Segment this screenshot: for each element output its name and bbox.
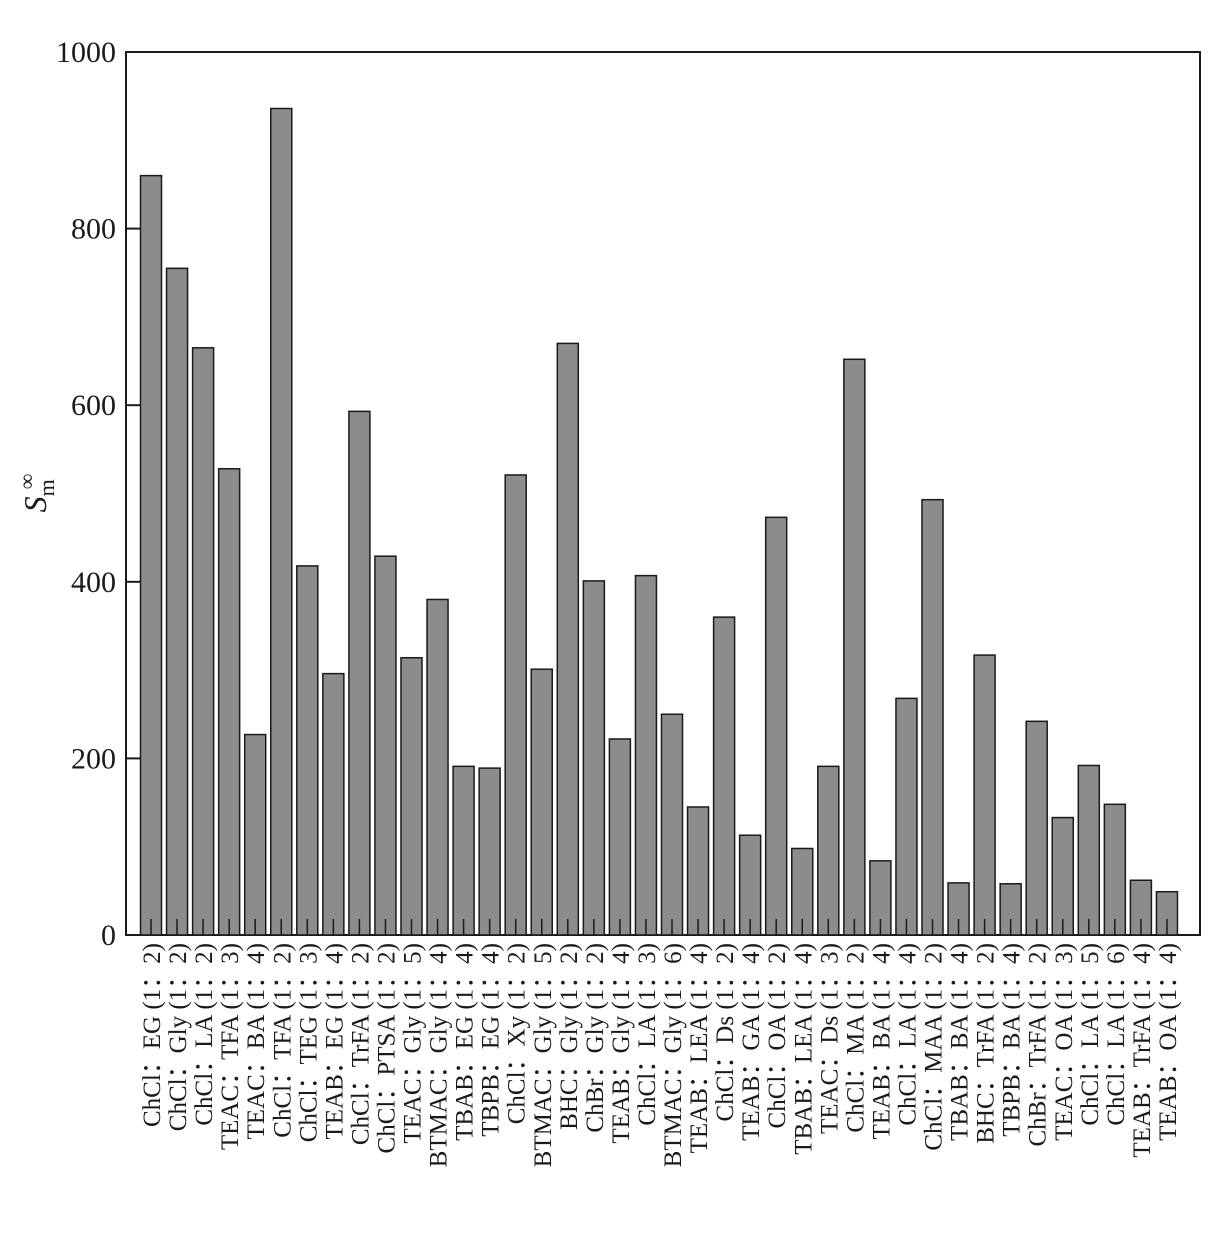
x-category-label-13: TBPB：EG (1：4) <box>478 943 505 1137</box>
x-category-label-39: TEAB：OA (1：4) <box>1155 943 1182 1141</box>
bar-30 <box>921 498 944 936</box>
x-category-label-16: BHC：Gly (1：2) <box>556 943 583 1130</box>
bar-7 <box>322 672 345 936</box>
y-tick-label-2: 400 <box>71 566 116 599</box>
x-category-label-35: TEAC：OA (1：3) <box>1051 943 1078 1141</box>
x-axis-category-labels: ChCl：EG (1：2) ChCl：Gly (1：2) ChCl：LA (1：2)… <box>139 943 1182 1167</box>
x-category-label-36: ChCl：LA (1：5) <box>1077 943 1104 1126</box>
bar-16 <box>556 342 580 936</box>
x-category-label-37: ChCl：LA (1：6) <box>1103 943 1130 1126</box>
x-category-label-19: ChCl：LA (1：3) <box>634 943 661 1126</box>
bar-37 <box>1103 803 1127 936</box>
bar-27 <box>843 358 866 936</box>
y-tick-label-4: 800 <box>71 213 116 246</box>
x-category-label-33: TBPB：BA (1：4) <box>999 943 1026 1137</box>
x-category-label-1: ChCl：Gly (1：2) <box>165 943 192 1131</box>
x-category-label-7: TEAB：EG (1：4) <box>321 943 348 1140</box>
x-category-label-15: BTMAC：Gly (1：5) <box>530 943 557 1167</box>
x-category-label-23: TEAB：GA (1：4) <box>738 943 765 1141</box>
x-category-label-24: ChCl：OA (1：2) <box>764 943 791 1128</box>
x-category-label-27: ChCl：MA (1：2) <box>842 943 869 1133</box>
bar-9 <box>374 555 397 936</box>
x-category-label-17: ChBr：Gly (1：2) <box>582 943 609 1133</box>
y-tick-label-1: 200 <box>71 742 116 775</box>
bar-3 <box>217 468 241 936</box>
y-tick-label-5: 1000 <box>56 36 116 69</box>
y-tick-label-3: 600 <box>71 389 116 422</box>
x-category-label-10: TEAC：Gly (1：5) <box>400 943 427 1144</box>
x-category-label-21: TEAB：LEA (1：4) <box>686 943 713 1153</box>
bar-18 <box>608 738 632 936</box>
bar-14 <box>504 474 527 936</box>
bar-6 <box>296 565 319 936</box>
bar-1 <box>165 267 189 936</box>
x-category-label-34: ChBr：TrFA (1：2) <box>1025 943 1052 1147</box>
bar-20 <box>660 713 684 936</box>
x-category-label-20: BTMAC：Gly (1：6) <box>660 943 687 1167</box>
y-axis-label-subscript: m <box>34 479 59 496</box>
bar-11 <box>426 598 449 936</box>
y-tick-label-0: 0 <box>101 919 116 952</box>
x-category-label-25: TBAB：LEA (1：4) <box>790 943 817 1155</box>
bar-8 <box>348 410 371 936</box>
x-category-label-31: TBAB：BA (1：4) <box>947 943 974 1141</box>
bar-5 <box>270 107 293 936</box>
bar-29 <box>895 697 918 936</box>
bar-15 <box>530 668 553 936</box>
bar-26 <box>817 765 840 936</box>
bar-35 <box>1051 816 1074 936</box>
x-category-label-28: TEAB：BA (1：4) <box>868 943 895 1140</box>
bar-22 <box>712 616 736 936</box>
y-axis-ticks: 0 200 400 600 800 1000 <box>56 36 140 952</box>
y-axis-label-superscript: ∞ <box>14 474 39 490</box>
x-category-label-22: ChCl：Ds (1：2) <box>712 943 739 1121</box>
bar-2 <box>191 347 215 936</box>
y-axis-label: Sm∞ <box>14 474 59 513</box>
bar-24 <box>764 516 788 936</box>
x-category-label-38: TEAB：TrFA (1：4) <box>1129 943 1156 1158</box>
bar-17 <box>582 580 606 936</box>
x-category-label-0: ChCl：EG (1：2) <box>139 943 166 1127</box>
x-category-label-12: TBAB：EG (1：4) <box>452 943 479 1141</box>
bar-19 <box>634 574 658 936</box>
x-category-label-6: ChCl：TEG (1：3) <box>295 943 322 1142</box>
bar-34 <box>1025 720 1048 936</box>
x-category-label-14: ChCl：Xy (1：2) <box>504 943 531 1124</box>
bar-36 <box>1077 764 1101 936</box>
x-category-label-9: ChCl：PTSA (1：2) <box>373 943 400 1153</box>
bar-32 <box>973 654 996 936</box>
x-category-label-11: BTMAC：Gly (1：4) <box>426 943 453 1167</box>
x-category-label-4: TEAC：BA (1：4) <box>243 943 270 1140</box>
bar-4 <box>243 733 267 936</box>
x-category-label-5: ChCl：TFA (1：2) <box>269 943 296 1138</box>
x-category-label-29: ChCl：LA (1：4) <box>894 943 921 1126</box>
x-category-label-32: BHC：TrFA (1：2) <box>973 943 1000 1144</box>
x-category-label-26: TEAC：Ds (1：3) <box>816 943 843 1134</box>
bar-13 <box>478 767 501 936</box>
bars-group <box>139 107 1179 936</box>
bar-12 <box>452 765 475 936</box>
bar-21 <box>686 806 710 936</box>
x-category-label-3: TEAC：TFA (1：3) <box>217 943 244 1150</box>
y-axis-label-main: S <box>17 496 53 512</box>
x-category-label-30: ChCl：MAA (1：2) <box>921 943 948 1151</box>
x-category-label-2: ChCl：LA (1：2) <box>191 943 218 1126</box>
x-category-label-18: TEAB：Gly (1：4) <box>608 943 635 1144</box>
x-category-label-8: ChCl：TrFA (1：2) <box>347 943 374 1145</box>
bar-0 <box>139 174 163 936</box>
bar-10 <box>400 656 423 936</box>
